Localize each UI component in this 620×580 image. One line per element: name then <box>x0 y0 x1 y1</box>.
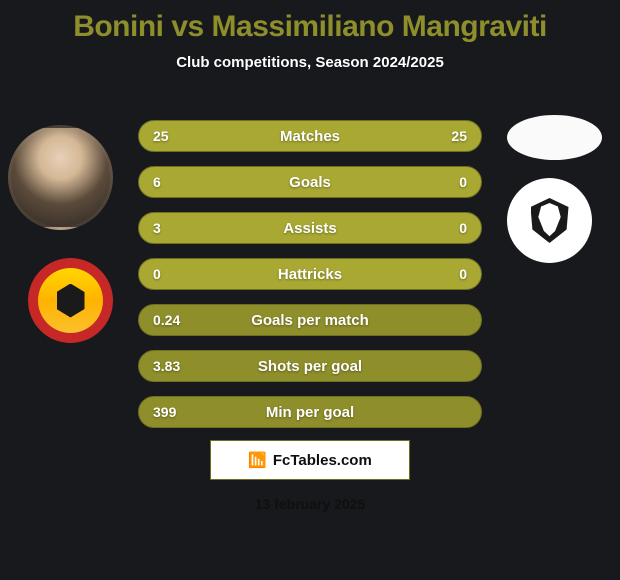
shield-icon <box>531 198 569 243</box>
stat-row: 0.24Goals per match <box>138 304 482 336</box>
stat-label: Goals per match <box>139 312 481 329</box>
stat-label: Goals <box>139 174 481 191</box>
stat-value-p2: 25 <box>451 128 467 144</box>
stat-label: Min per goal <box>139 404 481 421</box>
player2-avatar <box>507 115 602 160</box>
stat-row: 399Min per goal <box>138 396 482 428</box>
stats-list: 25Matches256Goals03Assists00Hattricks00.… <box>138 120 482 442</box>
comparison-card: Bonini vs Massimiliano Mangraviti Club c… <box>0 0 620 580</box>
stat-row: 3Assists0 <box>138 212 482 244</box>
stat-value-p2: 0 <box>459 174 467 190</box>
branding-box: 📶 FcTables.com <box>210 440 410 480</box>
page-title: Bonini vs Massimiliano Mangraviti <box>0 0 620 44</box>
stat-row: 3.83Shots per goal <box>138 350 482 382</box>
stat-row: 0Hattricks0 <box>138 258 482 290</box>
player2-club-badge <box>507 178 592 263</box>
player1-club-badge <box>28 258 113 343</box>
stat-label: Hattricks <box>139 266 481 283</box>
chart-icon: 📶 <box>248 451 267 469</box>
branding-text: FcTables.com <box>273 452 372 469</box>
stat-row: 6Goals0 <box>138 166 482 198</box>
stat-label: Matches <box>139 128 481 145</box>
subtitle: Club competitions, Season 2024/2025 <box>0 54 620 71</box>
stat-label: Shots per goal <box>139 358 481 375</box>
stat-row: 25Matches25 <box>138 120 482 152</box>
stat-label: Assists <box>139 220 481 237</box>
date-label: 13 february 2025 <box>0 496 620 512</box>
stat-value-p2: 0 <box>459 220 467 236</box>
stat-value-p2: 0 <box>459 266 467 282</box>
player1-avatar <box>8 125 113 230</box>
